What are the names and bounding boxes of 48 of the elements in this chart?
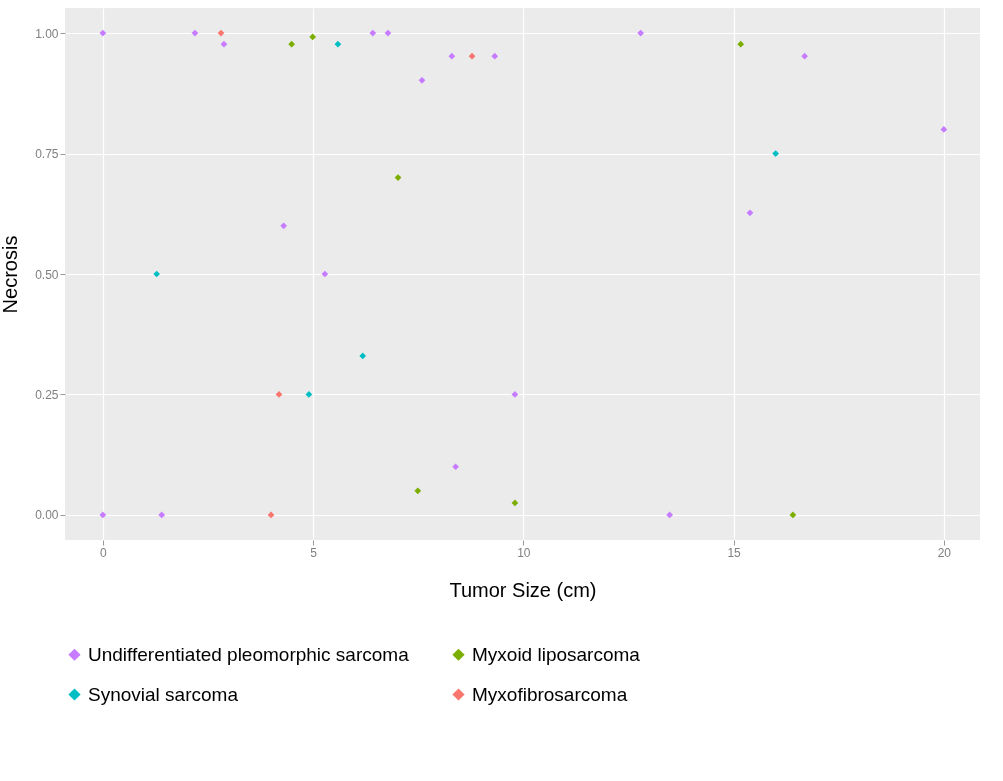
point <box>801 52 809 60</box>
point <box>746 209 754 217</box>
point <box>940 126 948 133</box>
point <box>789 511 797 519</box>
legend-label: Myxofibrosarcoma <box>472 683 628 705</box>
point <box>321 270 329 278</box>
point <box>153 270 161 278</box>
point <box>217 29 225 37</box>
point <box>737 40 745 48</box>
x-tick-label: 10 <box>517 545 531 560</box>
point <box>158 511 166 519</box>
point <box>666 511 674 519</box>
x-tick-label: 0 <box>100 545 107 560</box>
point <box>418 76 426 84</box>
point <box>305 391 313 398</box>
legend-label: Myxoid liposarcoma <box>472 643 641 665</box>
point <box>309 33 317 41</box>
y-tick-label: 0.75 <box>35 147 59 162</box>
y-axis-title: Necrosis <box>0 235 22 314</box>
point <box>468 52 476 60</box>
point <box>384 29 392 37</box>
x-tick-label: 15 <box>727 545 742 560</box>
point <box>99 511 107 519</box>
point <box>267 511 275 519</box>
point <box>511 499 519 507</box>
y-tick-label: 0.00 <box>35 508 59 523</box>
point <box>99 29 107 37</box>
x-tick-label: 5 <box>310 545 318 560</box>
legend-label: Undifferentiated pleomorphic sarcoma <box>88 643 410 665</box>
point <box>414 487 422 495</box>
point <box>452 463 459 471</box>
point <box>288 40 295 48</box>
y-tick-label: 0.25 <box>35 387 59 402</box>
legend-label: Synovial sarcoma <box>88 683 239 705</box>
point <box>359 352 367 360</box>
x-axis-title: Tumor Size (cm) <box>449 578 597 601</box>
x-tick-label: 20 <box>937 545 952 560</box>
point <box>491 52 499 60</box>
point <box>334 40 342 48</box>
y-tick-label: 0.50 <box>35 267 59 282</box>
point <box>772 150 779 157</box>
point <box>220 40 228 48</box>
point <box>280 222 288 230</box>
y-tick-label: 1.00 <box>35 26 59 41</box>
point <box>369 29 377 37</box>
point <box>637 29 645 37</box>
point <box>448 52 456 60</box>
point <box>191 29 199 37</box>
